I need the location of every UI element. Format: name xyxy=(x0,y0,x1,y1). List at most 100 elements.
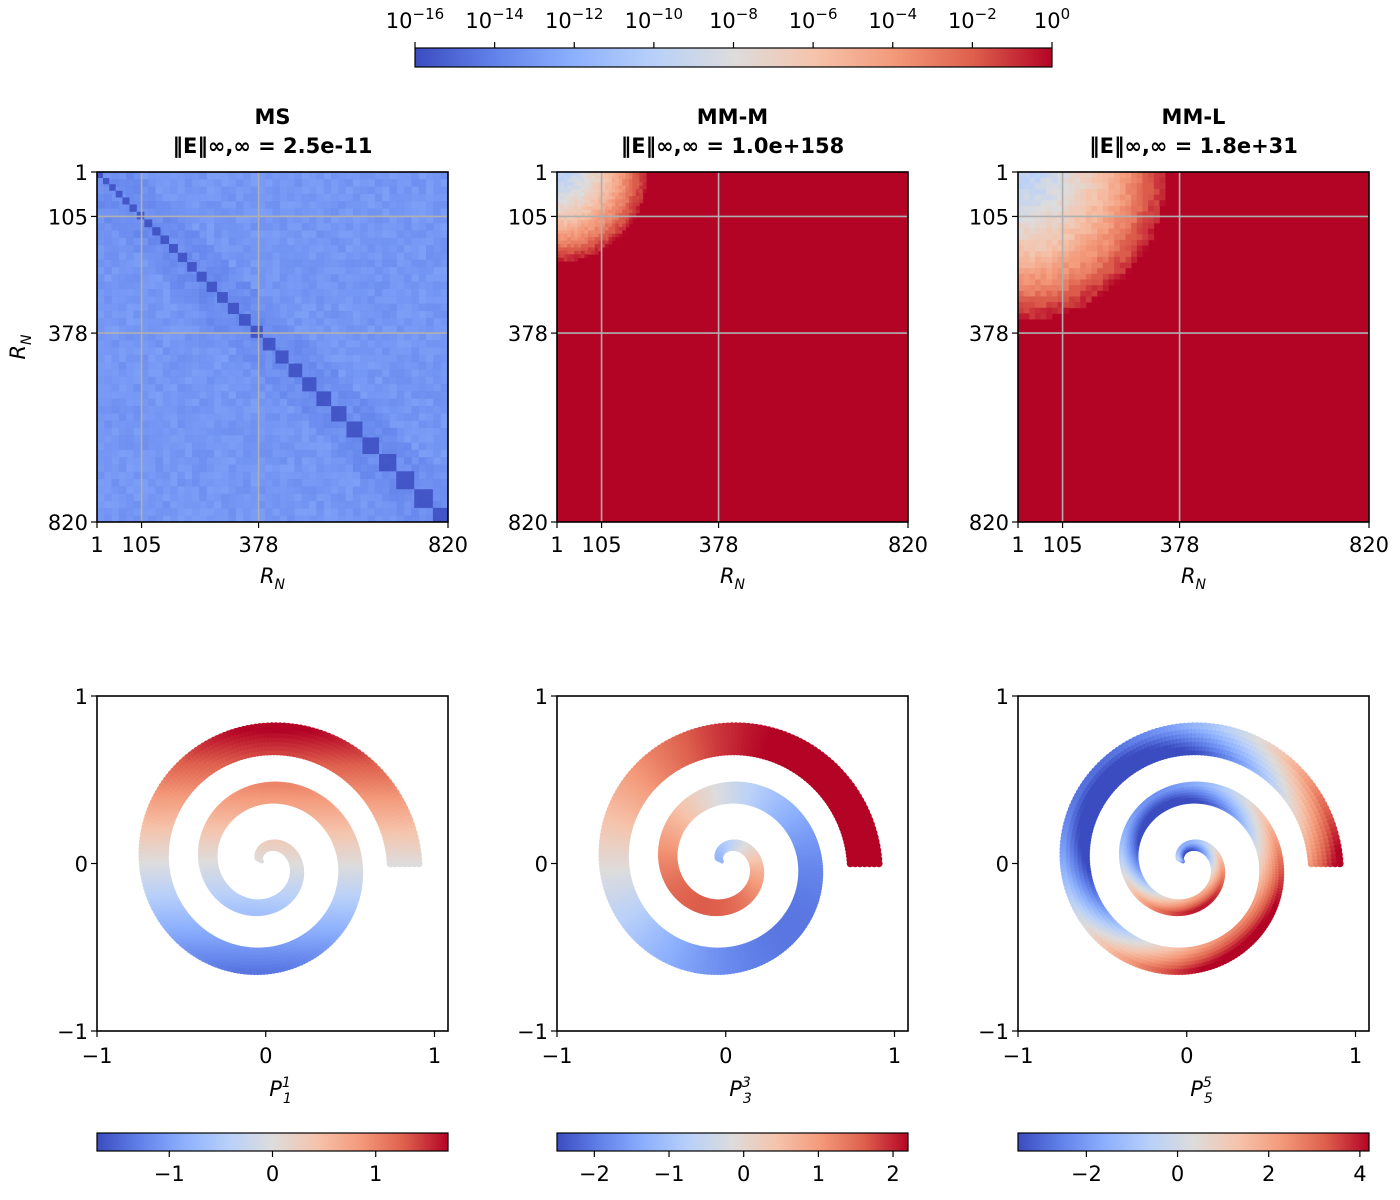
matrix-cell xyxy=(162,398,171,407)
matrix-cell xyxy=(309,493,317,502)
matrix-cell xyxy=(581,237,585,241)
matrix-cell xyxy=(1068,239,1075,246)
matrix-cell xyxy=(316,281,325,290)
matrix-cell xyxy=(635,185,640,190)
matrix-cell xyxy=(184,398,193,407)
matrix-cell xyxy=(192,281,200,290)
matrix-cell xyxy=(111,442,120,451)
matrix-cell xyxy=(235,230,244,239)
matrix-cell xyxy=(433,201,442,209)
matrix-cell xyxy=(214,369,222,378)
matrix-cell xyxy=(374,362,383,370)
matrix-cell xyxy=(598,247,602,252)
matrix-cell xyxy=(1063,234,1070,241)
matrix-cell xyxy=(1125,183,1132,190)
matrix-cell xyxy=(1085,177,1092,184)
matrix-cell xyxy=(360,252,368,261)
matrix-cell xyxy=(301,449,310,458)
matrix-cell xyxy=(382,237,390,246)
x-tick-label: 1 xyxy=(550,533,563,557)
matrix-cell xyxy=(389,310,398,319)
matrix-cell xyxy=(433,274,442,283)
matrix-cell xyxy=(272,237,281,246)
matrix-cell xyxy=(272,296,281,305)
matrix-cell xyxy=(563,244,568,248)
matrix-cell xyxy=(433,464,442,473)
matrix-cell xyxy=(279,442,288,451)
matrix-cell xyxy=(111,493,120,502)
matrix-cell xyxy=(118,325,127,334)
matrix-cell xyxy=(396,223,405,231)
matrix-cell xyxy=(301,179,310,188)
matrix-cell xyxy=(338,449,347,458)
matrix-cell xyxy=(601,199,606,204)
diagonal-block xyxy=(152,227,161,236)
matrix-cell xyxy=(440,310,448,319)
matrix-cell xyxy=(587,213,592,217)
matrix-cell xyxy=(287,435,295,443)
matrix-cell xyxy=(622,216,626,221)
matrix-cell xyxy=(338,354,347,363)
matrix-cell xyxy=(1023,313,1030,320)
matrix-cell xyxy=(618,223,623,228)
matrix-cell xyxy=(367,420,376,429)
matrix-cell xyxy=(250,413,259,422)
matrix-cell xyxy=(396,406,405,414)
matrix-cell xyxy=(611,216,616,221)
matrix-cell xyxy=(214,362,222,370)
matrix-cell xyxy=(111,471,120,480)
matrix-cell xyxy=(360,391,368,400)
matrix-cell xyxy=(418,296,427,305)
matrix-cell xyxy=(331,208,339,217)
matrix-cell xyxy=(1097,222,1104,229)
matrix-cell xyxy=(228,332,237,341)
matrix-cell xyxy=(418,508,427,517)
matrix-cell xyxy=(235,369,244,378)
matrix-cell xyxy=(618,230,623,235)
matrix-cell xyxy=(1074,177,1081,184)
matrix-cell xyxy=(140,442,149,451)
matrix-cell xyxy=(1018,188,1025,196)
matrix-cell xyxy=(331,267,339,275)
matrix-cell xyxy=(382,281,390,290)
matrix-cell xyxy=(440,230,448,239)
matrix-cell xyxy=(594,172,599,176)
matrix-cell xyxy=(287,340,295,348)
matrix-cell xyxy=(1046,183,1053,190)
x-tick-label: 1 xyxy=(1011,533,1024,557)
matrix-cell xyxy=(177,201,186,209)
matrix-cell xyxy=(155,201,164,209)
matrix-cell xyxy=(97,230,105,239)
matrix-cell xyxy=(265,193,273,202)
matrix-cell xyxy=(1023,239,1030,246)
matrix-cell xyxy=(411,172,420,180)
matrix-cell xyxy=(294,427,303,436)
matrix-cell xyxy=(111,296,120,305)
matrix-cell xyxy=(396,354,405,363)
matrix-cell xyxy=(1097,256,1104,263)
matrix-cell xyxy=(148,340,156,348)
matrix-cell xyxy=(309,413,317,422)
diagonal-block xyxy=(177,252,188,263)
matrix-cell xyxy=(1018,211,1025,218)
matrix-cell xyxy=(104,289,113,297)
matrix-cell xyxy=(272,223,281,231)
matrix-cell xyxy=(104,493,113,502)
matrix-cell xyxy=(111,208,120,217)
diagonal-block xyxy=(362,437,380,455)
matrix-cell xyxy=(140,296,149,305)
matrix-cell xyxy=(352,413,361,422)
matrix-cell xyxy=(221,362,230,370)
matrix-cell xyxy=(367,391,376,400)
matrix-cell xyxy=(360,296,368,305)
matrix-cell xyxy=(1091,177,1098,184)
matrix-cell xyxy=(1057,268,1064,275)
matrix-cell xyxy=(250,457,259,465)
matrix-cell xyxy=(440,471,448,480)
matrix-cell xyxy=(426,237,434,246)
matrix-cell xyxy=(360,259,368,268)
matrix-cell xyxy=(140,391,149,400)
matrix-cell xyxy=(338,310,347,319)
matrix-cell xyxy=(374,179,383,188)
matrix-cell xyxy=(396,362,405,370)
